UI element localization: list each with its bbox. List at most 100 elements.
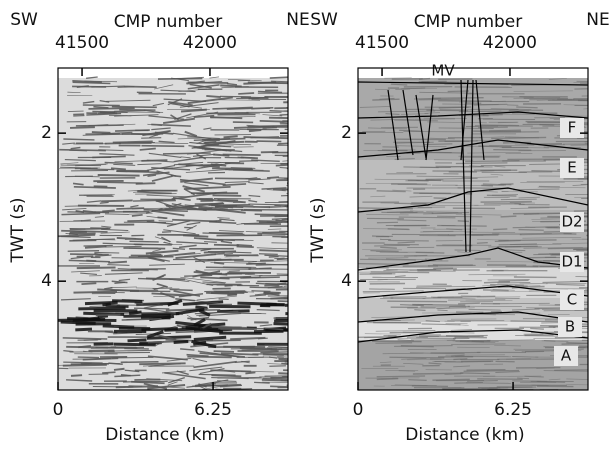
reflector: [214, 245, 239, 246]
reflector: [102, 304, 110, 305]
reflector: [114, 369, 125, 370]
reflector: [428, 265, 473, 266]
reflector: [63, 139, 94, 140]
reflector: [273, 324, 311, 325]
top-tick-label: 41500: [355, 33, 409, 53]
reflector: [499, 280, 529, 281]
reflector: [214, 351, 234, 352]
reflector: [286, 185, 324, 186]
reflector: [164, 329, 200, 330]
reflector: [243, 137, 290, 138]
reflector: [213, 154, 229, 155]
reflector: [133, 200, 163, 201]
reflector: [438, 101, 492, 102]
reflector: [114, 344, 156, 345]
reflector: [257, 234, 298, 235]
reflector: [195, 307, 207, 308]
reflector: [102, 372, 115, 373]
reflector: [414, 119, 454, 120]
reflector: [112, 357, 154, 358]
reflector: [279, 359, 295, 360]
reflector: [132, 215, 143, 216]
reflector: [105, 246, 142, 247]
reflector: [285, 305, 300, 306]
reflector: [498, 240, 556, 241]
x-tick-label: 6.25: [494, 400, 532, 420]
y-tick-label: 2: [41, 123, 52, 143]
reflector: [493, 229, 507, 230]
reflector: [284, 298, 326, 299]
reflector: [448, 234, 499, 235]
reflector: [410, 270, 437, 271]
reflector: [267, 347, 303, 348]
reflector: [497, 282, 530, 283]
reflector: [71, 375, 82, 376]
reflector: [388, 240, 429, 241]
reflector: [159, 221, 173, 222]
reflector: [123, 381, 168, 382]
reflector: [512, 357, 538, 358]
reflector: [121, 362, 159, 363]
reflector: [123, 316, 170, 317]
reflector: [481, 202, 532, 203]
reflector: [487, 195, 517, 196]
reflector: [493, 150, 531, 151]
reflector: [516, 107, 537, 108]
reflector: [421, 82, 466, 83]
reflector: [385, 114, 399, 115]
annotation: C: [567, 291, 577, 309]
top-axis-label: CMP number: [114, 12, 223, 32]
reflector: [121, 112, 163, 113]
reflector: [241, 210, 262, 211]
reflector: [224, 136, 238, 137]
seismic-image: [58, 77, 336, 392]
reflector: [534, 308, 563, 309]
reflector: [585, 144, 614, 145]
reflector: [97, 182, 143, 183]
reflector: [437, 216, 482, 217]
reflector: [73, 292, 117, 293]
reflector: [70, 229, 110, 230]
reflector: [287, 182, 317, 183]
top-tick-label: 42000: [483, 33, 537, 53]
reflector: [186, 165, 223, 166]
x-tick-label: 6.25: [194, 400, 232, 420]
reflector: [93, 386, 133, 387]
reflector: [85, 246, 106, 247]
reflector: [68, 111, 84, 112]
reflector: [501, 199, 537, 200]
reflector: [119, 110, 155, 111]
reflector: [248, 126, 293, 127]
reflector: [519, 230, 544, 231]
reflector: [75, 329, 92, 330]
reflector: [358, 337, 396, 338]
reflector: [134, 308, 169, 309]
reflector: [432, 213, 470, 214]
reflector: [112, 106, 157, 107]
y-tick-label: 4: [341, 271, 352, 291]
reflector: [283, 101, 319, 102]
reflector: [394, 346, 453, 347]
reflector: [377, 376, 425, 377]
reflector: [542, 282, 580, 283]
reflector: [237, 247, 254, 248]
x-axis-label: Distance (km): [105, 425, 224, 445]
top-axis-label: CMP number: [414, 12, 523, 32]
annotation: F: [568, 119, 577, 137]
reflector: [272, 83, 320, 84]
y-tick-label: 2: [341, 123, 352, 143]
right-direction: NE: [586, 10, 609, 30]
annotation: MV: [431, 62, 455, 80]
reflector: [112, 301, 142, 302]
reflector: [571, 145, 610, 146]
reflector: [419, 79, 430, 80]
reflector: [458, 303, 480, 304]
annotation: E: [567, 159, 576, 177]
reflector: [127, 319, 154, 320]
reflector: [141, 138, 161, 139]
reflector: [219, 299, 229, 300]
top-tick-label: 42000: [183, 33, 237, 53]
reflector: [128, 340, 147, 341]
reflector: [407, 338, 456, 339]
reflector: [416, 252, 445, 253]
